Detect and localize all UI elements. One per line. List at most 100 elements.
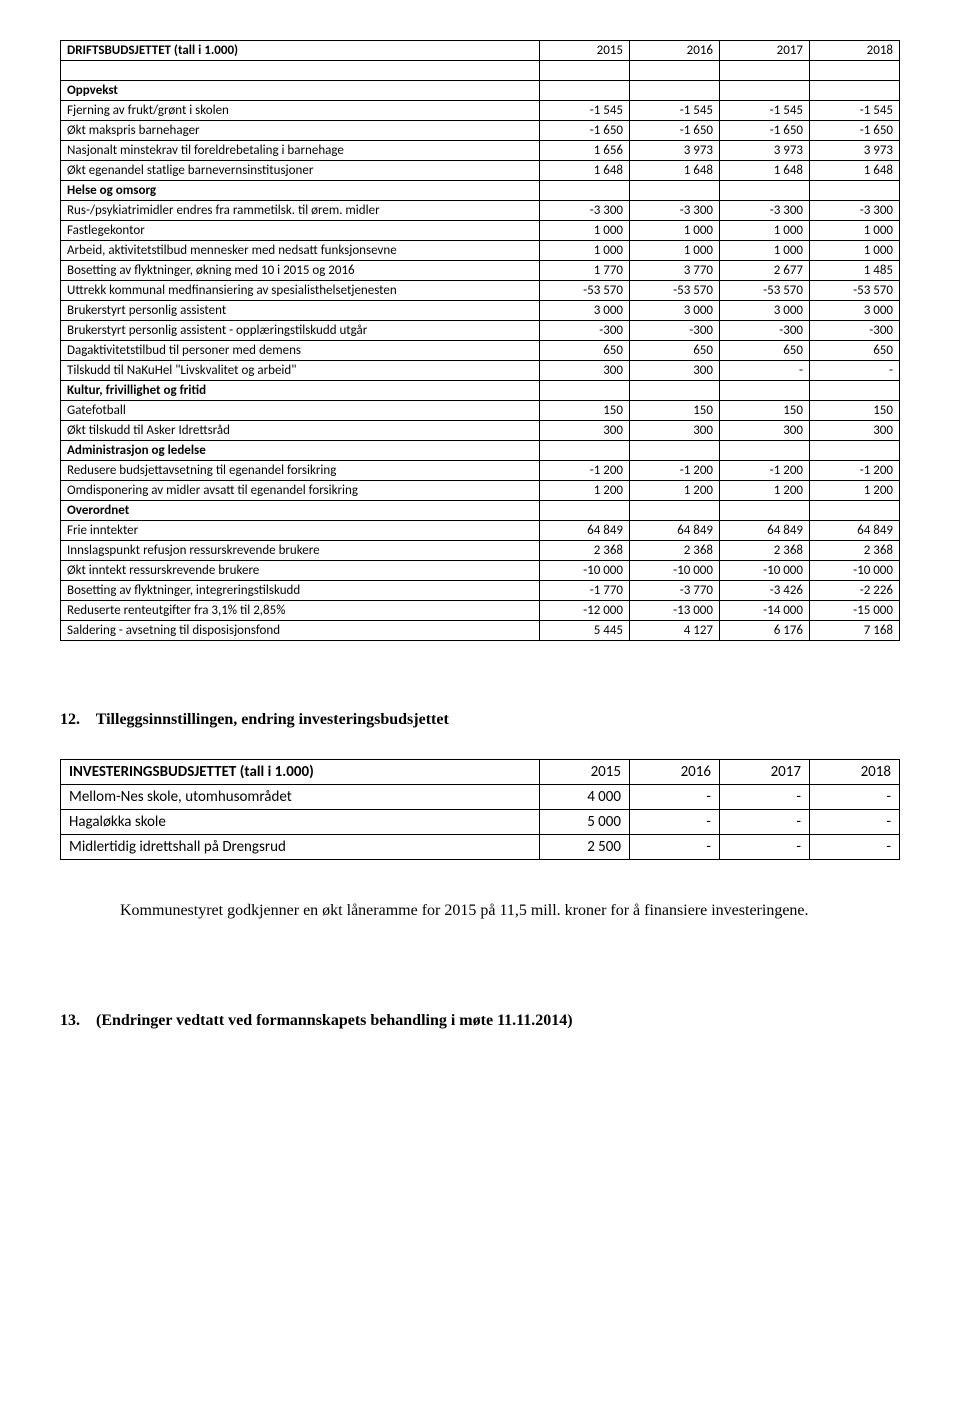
row-value: 1 200 [540,481,630,501]
row-value: -53 570 [540,281,630,301]
investeringsbudsjett-table: INVESTERINGSBUDSJETTET (tall i 1.000) 201… [60,759,900,860]
row-value: -1 200 [810,461,900,481]
section-12-heading: 12. Tilleggsinnstillingen, endring inves… [60,711,900,729]
row-value: -300 [720,321,810,341]
row-value: -1 200 [720,461,810,481]
row-value: 64 849 [720,521,810,541]
row-label: Fastlegekontor [61,221,540,241]
row-value: 6 176 [720,621,810,641]
row-value: - [810,810,900,835]
row-value: -12 000 [540,601,630,621]
row-value: 1 200 [810,481,900,501]
row-label: Uttrekk kommunal medfinansiering av spes… [61,281,540,301]
row-value: 300 [630,361,720,381]
table1-year-header: 2016 [630,41,720,61]
row-value: 3 000 [810,301,900,321]
row-value: 5 445 [540,621,630,641]
section-13-heading: 13. (Endringer vedtatt ved formannskapet… [60,1012,900,1030]
row-value: 1 000 [810,221,900,241]
row-label: Frie inntekter [61,521,540,541]
row-value: -1 770 [540,581,630,601]
table1-year-header: 2017 [720,41,810,61]
row-value: -300 [630,321,720,341]
table1-year-header: 2015 [540,41,630,61]
row-value: -1 650 [540,121,630,141]
row-label: Gatefotball [61,401,540,421]
row-label: Omdisponering av midler avsatt til egena… [61,481,540,501]
row-value: -14 000 [720,601,810,621]
row-value: 2 368 [720,541,810,561]
table2-title: INVESTERINGSBUDSJETTET (tall i 1.000) [61,760,540,785]
row-value: 150 [540,401,630,421]
row-label: Mellom-Nes skole, utomhusområdet [61,785,540,810]
row-value: -300 [540,321,630,341]
row-value: -10 000 [630,561,720,581]
row-value: - [630,835,720,860]
row-value: -53 570 [720,281,810,301]
row-label: Hagaløkka skole [61,810,540,835]
row-label: Rus-/psykiatrimidler endres fra rammetil… [61,201,540,221]
row-value: - [810,835,900,860]
row-value: -300 [810,321,900,341]
row-value: 1 200 [720,481,810,501]
row-value: - [630,785,720,810]
row-label: Fjerning av frukt/grønt i skolen [61,101,540,121]
row-label: Brukerstyrt personlig assistent [61,301,540,321]
row-label: Redusere budsjettavsetning til egenandel… [61,461,540,481]
row-value: - [720,835,810,860]
row-label: Midlertidig idrettshall på Drengsrud [61,835,540,860]
row-value: 2 368 [630,541,720,561]
row-value: 1 648 [540,161,630,181]
table1-title: DRIFTSBUDSJETTET (tall i 1.000) [61,41,540,61]
row-value: 300 [540,361,630,381]
section-header: Administrasjon og ledelse [61,441,540,461]
row-label: Bosetting av flyktninger, integreringsti… [61,581,540,601]
row-value: 650 [630,341,720,361]
row-value: 650 [540,341,630,361]
row-value: -53 570 [810,281,900,301]
row-value: 1 648 [810,161,900,181]
row-label: Arbeid, aktivitetstilbud mennesker med n… [61,241,540,261]
row-label: Dagaktivitetstilbud til personer med dem… [61,341,540,361]
row-value: 3 973 [810,141,900,161]
row-value: -1 545 [630,101,720,121]
section-header: Overordnet [61,501,540,521]
row-value: - [720,361,810,381]
row-label: Bosetting av flyktninger, økning med 10 … [61,261,540,281]
row-value: -1 545 [720,101,810,121]
row-value: 150 [630,401,720,421]
row-value: 1 485 [810,261,900,281]
row-value: - [810,361,900,381]
row-value: 300 [630,421,720,441]
section-13-number: 13. [60,1012,92,1030]
row-value: 2 368 [810,541,900,561]
row-value: 5 000 [540,810,630,835]
row-value: 3 000 [630,301,720,321]
row-value: 1 648 [630,161,720,181]
row-value: 1 648 [720,161,810,181]
row-value: -3 426 [720,581,810,601]
table2-year-header: 2017 [720,760,810,785]
row-value: 3 973 [720,141,810,161]
row-value: 650 [720,341,810,361]
row-value: -3 300 [720,201,810,221]
row-value: -1 545 [810,101,900,121]
row-value: 1 000 [540,241,630,261]
row-value: 1 000 [630,241,720,261]
row-label: Nasjonalt minstekrav til foreldrebetalin… [61,141,540,161]
row-value: 4 000 [540,785,630,810]
section-13-title: (Endringer vedtatt ved formannskapets be… [96,1012,573,1029]
row-value: -3 300 [810,201,900,221]
row-value: 3 770 [630,261,720,281]
section-12-title: Tilleggsinnstillingen, endring investeri… [96,711,449,728]
row-value: 2 368 [540,541,630,561]
row-value: 1 656 [540,141,630,161]
row-value: -53 570 [630,281,720,301]
row-value: - [720,810,810,835]
row-value: 1 770 [540,261,630,281]
row-value: 2 677 [720,261,810,281]
section-header: Kultur, frivillighet og fritid [61,381,540,401]
row-label: Reduserte renteutgifter fra 3,1% til 2,8… [61,601,540,621]
table2-year-header: 2018 [810,760,900,785]
row-value: 300 [540,421,630,441]
